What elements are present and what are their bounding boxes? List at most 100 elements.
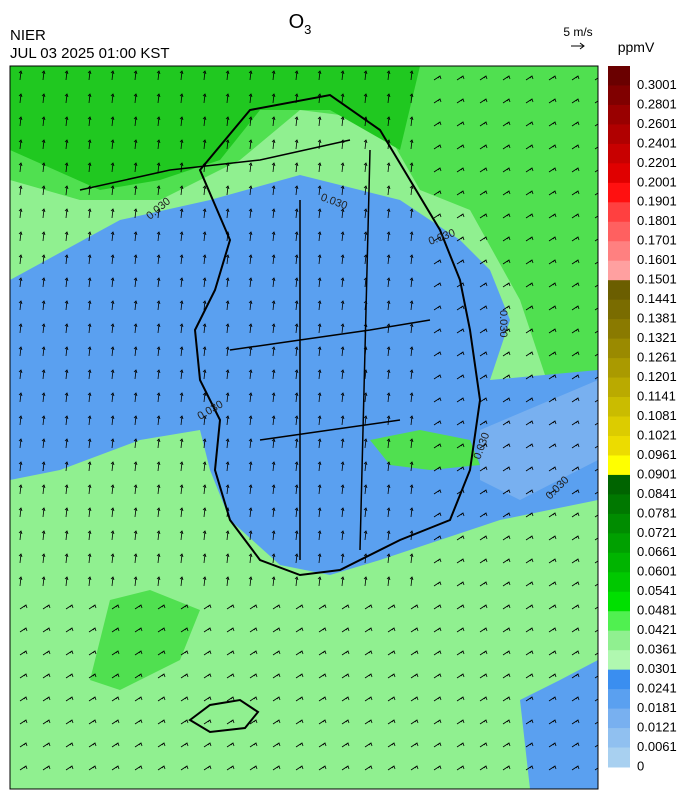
wind-arrow [340,346,345,357]
colorbar-label: 0.2801 [637,96,677,111]
wind-arrow [502,397,511,403]
wind-arrow [318,604,327,610]
wind-arrow [41,300,46,311]
wind-arrow [433,489,442,495]
wind-arrow [571,696,580,702]
wind-arrow [386,70,391,81]
datetime: JUL 03 2025 01:00 KST [10,45,170,62]
wind-arrow [340,231,345,242]
wind-arrow [571,397,580,403]
wind-arrow [248,369,253,380]
wind-arrow [479,489,488,495]
wind-arrow [433,696,442,702]
wind-arrow [156,208,161,219]
wind-arrow [41,415,46,426]
wind-arrow [594,307,598,311]
wind-arrow [456,190,465,196]
wind-arrow [248,300,253,311]
wind-arrow [134,696,143,702]
wind-arrow [571,512,580,518]
wind-arrow [111,673,120,679]
wind-arrow [363,369,368,380]
wind-arrow [386,231,391,242]
wind-arrow [502,558,511,564]
wind-arrow [548,650,557,656]
wind-arrow [317,507,322,518]
wind-arrow [456,558,465,564]
wind-arrow [386,530,391,541]
wind-arrow [180,719,189,725]
wind-arrow [41,346,46,357]
wind-arrow [271,254,276,265]
wind-arrow [110,461,115,472]
wind-arrow [525,742,534,748]
wind-arrow [479,328,488,334]
wind-arrow [525,259,534,265]
wind-arrow [387,719,396,725]
wind-arrow [133,461,138,472]
wind-arrow [363,185,368,196]
colorbar-label: 0.1141 [637,388,676,403]
ozone-zone-inland [370,430,480,470]
wind-arrow [571,742,580,748]
wind-arrow [42,604,51,610]
wind-arrow [203,742,212,748]
colorbar-box [608,182,630,203]
wind-arrow [19,742,28,748]
wind-arrow [409,507,414,518]
wind-arrow [156,369,161,380]
wind-arrow [594,537,598,541]
wind-arrow [433,259,442,265]
wind-arrow [272,604,281,610]
title: O3 [289,11,312,37]
wind-arrow [571,535,580,541]
colorbar-label: 0.0721 [637,525,677,540]
wind-arrow [386,254,391,265]
wind-arrow [271,576,276,587]
wind-arrow [157,719,166,725]
wind-arrow [225,507,230,518]
colorbar-label: 0.0301 [637,661,677,676]
colorbar-label: 0.1441 [637,291,677,306]
wind-arrow [456,121,465,127]
wind-arrow [340,208,345,219]
wind-arrow [42,673,51,679]
wind-arrow [317,415,322,426]
wind-arrow [272,765,281,771]
wind-arrow [156,185,161,196]
wind-arrow [65,696,74,702]
colorbar-box [608,611,630,632]
wind-arrow [202,277,207,288]
colorbar-box [608,143,630,164]
wind-arrow [272,627,281,633]
wind-arrow [318,696,327,702]
ozone-zone-sw [90,590,200,690]
wind-arrow [248,116,253,127]
wind-arrow [248,185,253,196]
wind-arrow [409,392,414,403]
wind-arrow [64,185,69,196]
wind-arrow [42,765,51,771]
wind-arrow [363,208,368,219]
wind-arrow [18,530,23,541]
wind-arrow [479,581,488,587]
wind-arrow [571,443,580,449]
wind-arrow [179,461,184,472]
wind-arrow [41,139,46,150]
colorbar-box [608,377,630,398]
wind-arrow [156,484,161,495]
wind-arrow [110,415,115,426]
wind-arrow [294,208,299,219]
wind-arrow [525,443,534,449]
colorbar-box [608,650,630,671]
wind-arrow [479,374,488,380]
wind-arrow [18,507,23,518]
wind-arrow [433,213,442,219]
wind-arrow [179,553,184,564]
wind-arrow [318,719,327,725]
wind-arrow [502,512,511,518]
wind-arrow [294,392,299,403]
wind-arrow [594,560,598,564]
wind-arrow [386,484,391,495]
wind-arrow [249,650,258,656]
